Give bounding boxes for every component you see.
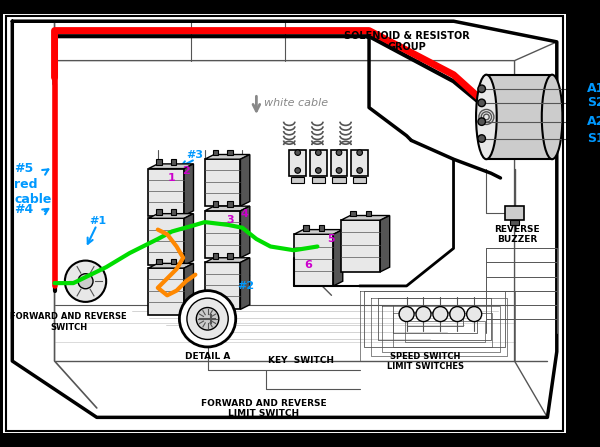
Circle shape bbox=[450, 307, 465, 321]
Circle shape bbox=[295, 168, 301, 173]
Text: 5: 5 bbox=[328, 234, 335, 244]
Bar bbox=[205, 262, 241, 309]
Text: red
cable: red cable bbox=[14, 178, 52, 206]
Circle shape bbox=[357, 168, 362, 173]
Text: S2: S2 bbox=[587, 97, 600, 110]
Bar bbox=[332, 177, 346, 183]
Bar bbox=[157, 159, 162, 165]
Circle shape bbox=[336, 168, 342, 173]
Bar bbox=[487, 75, 552, 159]
Text: FORWARD AND REVERSE
SWITCH: FORWARD AND REVERSE SWITCH bbox=[10, 312, 127, 332]
Text: #3: #3 bbox=[186, 150, 203, 160]
Bar bbox=[291, 177, 304, 183]
Bar bbox=[205, 159, 241, 206]
Polygon shape bbox=[334, 230, 343, 286]
Text: S1: S1 bbox=[587, 132, 600, 145]
Circle shape bbox=[467, 307, 482, 321]
Text: SPEED SWITCH
LIMIT SWITCHES: SPEED SWITCH LIMIT SWITCHES bbox=[387, 352, 464, 371]
Polygon shape bbox=[241, 155, 250, 206]
Text: white cable: white cable bbox=[264, 98, 328, 108]
Text: 1: 1 bbox=[168, 173, 176, 183]
Bar bbox=[227, 202, 233, 207]
Bar bbox=[353, 177, 366, 183]
Text: 2: 2 bbox=[182, 166, 190, 177]
Polygon shape bbox=[294, 230, 343, 234]
Bar bbox=[205, 211, 241, 258]
Bar bbox=[350, 211, 356, 216]
Circle shape bbox=[478, 85, 485, 93]
Bar bbox=[505, 206, 524, 220]
Text: FORWARD AND REVERSE
LIMIT SWITCH: FORWARD AND REVERSE LIMIT SWITCH bbox=[201, 399, 327, 418]
Bar bbox=[227, 253, 233, 259]
Bar bbox=[289, 150, 306, 176]
Bar bbox=[331, 150, 347, 176]
Circle shape bbox=[316, 150, 321, 156]
Circle shape bbox=[478, 118, 485, 126]
Bar bbox=[341, 220, 380, 272]
Bar bbox=[510, 220, 519, 225]
Polygon shape bbox=[205, 155, 250, 159]
Circle shape bbox=[399, 307, 414, 321]
Bar bbox=[312, 177, 325, 183]
Circle shape bbox=[357, 150, 362, 156]
Bar bbox=[148, 169, 184, 215]
Text: 6: 6 bbox=[304, 260, 312, 270]
Polygon shape bbox=[380, 215, 389, 272]
Polygon shape bbox=[205, 258, 250, 262]
Circle shape bbox=[65, 261, 106, 302]
Bar bbox=[212, 253, 218, 259]
Text: #1: #1 bbox=[89, 215, 106, 226]
Bar bbox=[365, 211, 371, 216]
Text: 4: 4 bbox=[240, 209, 248, 219]
Polygon shape bbox=[184, 263, 193, 315]
Bar bbox=[157, 209, 162, 215]
Circle shape bbox=[433, 307, 448, 321]
Text: KEY  SWITCH: KEY SWITCH bbox=[268, 356, 334, 365]
Text: #4: #4 bbox=[14, 203, 34, 216]
Bar bbox=[170, 209, 176, 215]
Circle shape bbox=[478, 135, 485, 142]
Polygon shape bbox=[148, 214, 193, 218]
Ellipse shape bbox=[542, 75, 562, 159]
Text: A2: A2 bbox=[587, 115, 600, 128]
Polygon shape bbox=[341, 215, 389, 220]
Polygon shape bbox=[148, 164, 193, 169]
Circle shape bbox=[336, 150, 342, 156]
Bar bbox=[351, 150, 368, 176]
Bar bbox=[212, 202, 218, 207]
Polygon shape bbox=[148, 263, 193, 268]
Circle shape bbox=[316, 168, 321, 173]
Bar bbox=[157, 259, 162, 264]
Circle shape bbox=[179, 291, 236, 347]
Bar bbox=[170, 159, 176, 165]
Circle shape bbox=[196, 308, 219, 330]
Text: #5: #5 bbox=[14, 162, 34, 175]
Polygon shape bbox=[241, 258, 250, 309]
Bar bbox=[310, 150, 327, 176]
Circle shape bbox=[187, 298, 228, 339]
Bar bbox=[319, 225, 325, 231]
Ellipse shape bbox=[476, 75, 497, 159]
Bar bbox=[294, 234, 334, 286]
Polygon shape bbox=[205, 206, 250, 211]
Circle shape bbox=[78, 274, 93, 289]
Bar bbox=[227, 150, 233, 156]
Text: 3: 3 bbox=[226, 215, 234, 225]
Polygon shape bbox=[184, 164, 193, 215]
Circle shape bbox=[416, 307, 431, 321]
Text: REVERSE
BUZZER: REVERSE BUZZER bbox=[494, 225, 540, 245]
Text: SOLENOID & RESISTOR
GROUP: SOLENOID & RESISTOR GROUP bbox=[344, 30, 469, 52]
Text: A1: A1 bbox=[587, 82, 600, 95]
Circle shape bbox=[295, 150, 301, 156]
Bar bbox=[148, 218, 184, 265]
Polygon shape bbox=[184, 214, 193, 265]
Bar bbox=[212, 150, 218, 156]
Bar bbox=[170, 259, 176, 264]
Text: DETAIL A: DETAIL A bbox=[185, 352, 230, 361]
Circle shape bbox=[478, 99, 485, 107]
Polygon shape bbox=[241, 206, 250, 258]
Bar bbox=[148, 268, 184, 315]
Bar bbox=[303, 225, 308, 231]
Text: #2: #2 bbox=[238, 281, 255, 291]
